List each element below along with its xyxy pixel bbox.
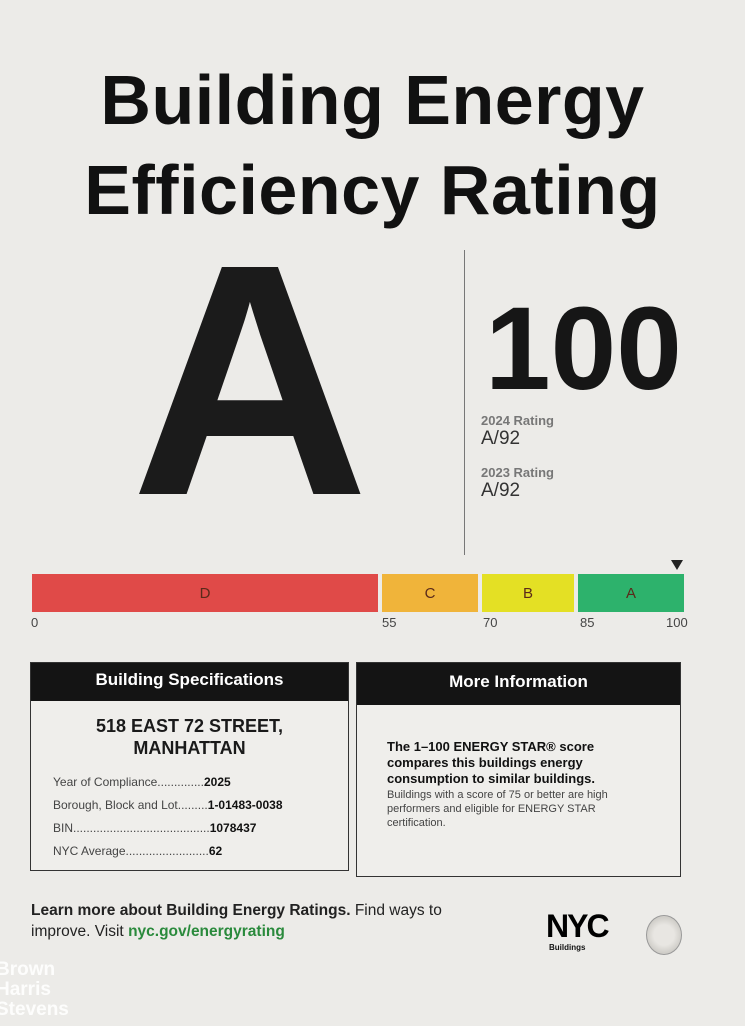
address-line-2: MANHATTAN (133, 738, 246, 758)
spec-label: Borough, Block and Lot......... (53, 798, 208, 812)
spec-value: 62 (208, 844, 223, 858)
specs-heading: Building Specifications (31, 663, 348, 701)
segment-c: C (382, 574, 478, 612)
more-information-panel: More Information The 1–100 ENERGY STAR® … (356, 662, 681, 877)
rating-2023-label: 2023 Rating (481, 465, 554, 480)
spec-label: BIN.....................................… (53, 821, 210, 835)
tick-70: 70 (483, 615, 498, 630)
city-seal-icon (646, 915, 682, 955)
nyc-logo-sub: Buildings (549, 943, 586, 952)
info-heading: More Information (357, 663, 680, 705)
spec-value: 2025 (203, 775, 231, 789)
rating-2024-value: A/92 (481, 428, 521, 449)
spec-value: 1078437 (209, 821, 257, 835)
grade-letter: A (130, 195, 370, 564)
address-line-1: 518 EAST 72 STREET, (95, 716, 284, 736)
spec-row: BIN.....................................… (53, 821, 348, 835)
spec-label: NYC Average......................... (53, 844, 209, 858)
footer-bold: Learn more about Building Energy Ratings… (31, 902, 351, 919)
title-line-2: Efficiency Rating (84, 151, 661, 229)
energyrating-link[interactable]: nyc.gov/energyrating (128, 923, 285, 940)
rating-2024-label: 2024 Rating (481, 413, 554, 428)
spec-label: Year of Compliance.............. (53, 775, 204, 789)
spec-row: Year of Compliance..............2025 (53, 775, 348, 789)
score-marker-icon (671, 560, 683, 570)
segment-b: B (482, 574, 574, 612)
spec-row: NYC Average.........................62 (53, 844, 348, 858)
tick-100: 100 (666, 615, 688, 630)
nyc-logo: NYC (546, 908, 610, 944)
spec-value: 1-01483-0038 (207, 798, 283, 812)
watermark: Brown Harris Stevens (0, 959, 69, 1020)
info-bold-text: The 1–100 ENERGY STAR® score compares th… (387, 739, 596, 786)
tick-55: 55 (382, 615, 397, 630)
title-line-1: Building Energy (100, 61, 645, 139)
footer-plain: Find ways to improve. Visit (31, 902, 442, 940)
info-text: Buildings with a score of 75 or better a… (387, 789, 608, 829)
spec-row: Borough, Block and Lot.........1-01483-0… (53, 798, 348, 812)
score: 100 (485, 283, 682, 415)
divider (464, 250, 465, 555)
tick-85: 85 (580, 615, 595, 630)
rating-2023-value: A/92 (481, 480, 521, 501)
segment-a: A (578, 574, 684, 612)
building-specifications-panel: Building Specifications 518 EAST 72 STRE… (30, 662, 349, 871)
tick-0: 0 (31, 615, 39, 630)
segment-d: D (32, 574, 378, 612)
footer-text: Learn more about Building Energy Ratings… (31, 900, 501, 942)
